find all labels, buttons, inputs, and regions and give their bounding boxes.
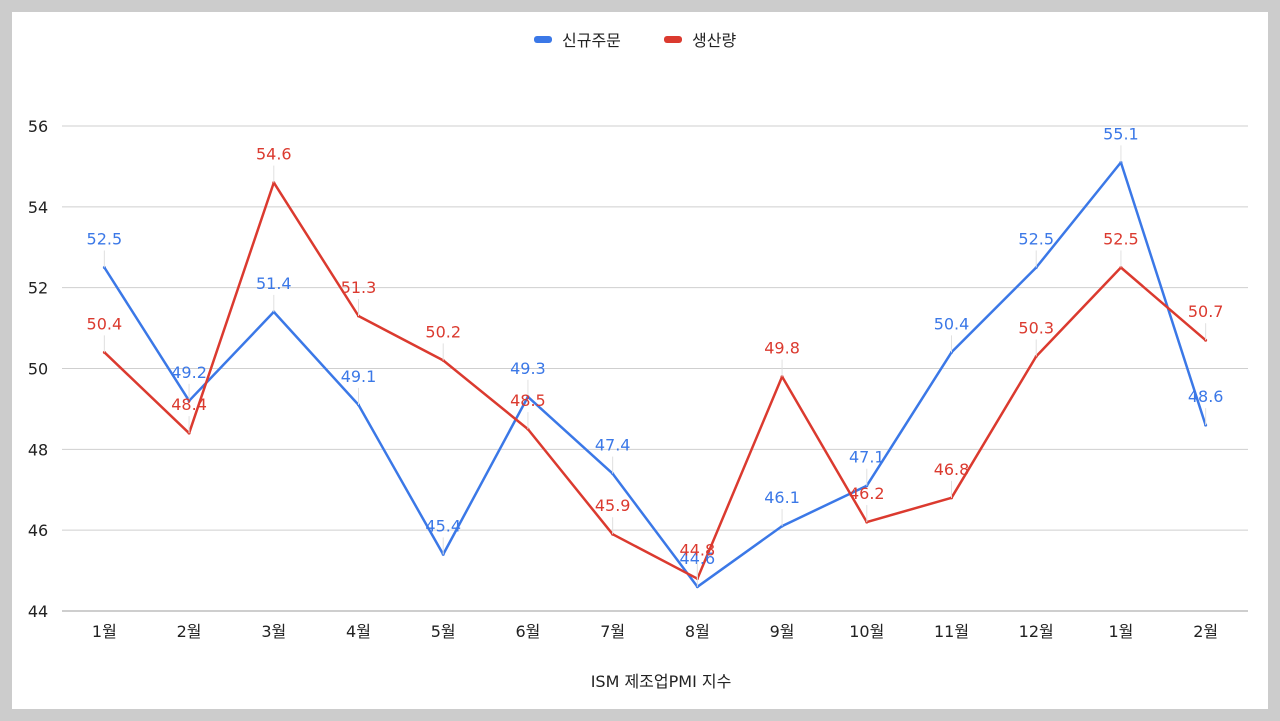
x-tick-label: 12월 (1019, 622, 1054, 641)
data-label: 50.7 (1188, 302, 1224, 321)
y-tick-label: 54 (28, 198, 48, 217)
y-tick-label: 52 (28, 279, 48, 298)
series-line (103, 161, 1207, 589)
data-label: 46.1 (764, 488, 800, 507)
x-tick-label: 9월 (770, 622, 795, 641)
data-label: 50.3 (1018, 318, 1054, 337)
y-tick-label: 44 (28, 602, 48, 621)
data-label: 44.8 (680, 541, 716, 560)
data-label: 51.3 (341, 278, 377, 297)
x-tick-label: 11월 (934, 622, 969, 641)
chart-card: 44 46 48 50 52 54 56 1월 2월 3월 4월 5월 6월 7월 8월 9월 10월 11월 1… (12, 12, 1268, 709)
x-tick-label: 4월 (346, 622, 371, 641)
x-tick-label: 2월 (177, 622, 202, 641)
y-tick-label: 50 (28, 360, 48, 379)
data-label: 45.9 (595, 496, 631, 515)
legend-swatch (534, 36, 552, 43)
legend-label: 신규주문 (562, 31, 621, 50)
data-labels: 52.5 49.2 51.4 49.1 45.4 49.3 47.4 44.6 46.1 47.1… (87, 124, 1224, 587)
x-tick-label: 1월 (92, 622, 117, 641)
x-tick-label: 3월 (261, 622, 286, 641)
data-label: 50.4 (934, 314, 970, 333)
series-line (103, 181, 1207, 580)
data-label: 48.5 (510, 391, 546, 410)
data-label: 47.4 (595, 436, 631, 455)
data-label: 49.3 (510, 359, 546, 378)
data-label: 52.5 (87, 229, 123, 248)
data-label: 52.5 (1103, 229, 1139, 248)
data-label: 47.1 (849, 448, 885, 467)
data-label: 54.6 (256, 145, 292, 164)
legend-label: 생산량 (692, 31, 736, 50)
x-tick-label: 1월 (1108, 622, 1133, 641)
y-tick-label: 56 (28, 117, 48, 136)
y-axis-ticks: 44 46 48 50 52 54 56 (28, 117, 48, 621)
x-tick-label: 7월 (600, 622, 625, 641)
data-label: 50.4 (87, 314, 123, 333)
x-tick-label: 8월 (685, 622, 710, 641)
data-label: 49.8 (764, 339, 800, 358)
legend-swatch (664, 36, 682, 43)
x-tick-label: 10월 (849, 622, 884, 641)
data-label: 49.1 (341, 367, 377, 386)
data-label: 50.2 (425, 322, 461, 341)
data-point (865, 520, 869, 524)
x-axis-ticks: 1월 2월 3월 4월 5월 6월 7월 8월 9월 10월 11월 12월 1월 2월 (92, 622, 1218, 641)
data-label: 49.2 (171, 363, 207, 382)
y-tick-label: 48 (28, 440, 48, 459)
data-label: 51.4 (256, 274, 292, 293)
data-label: 48.6 (1188, 387, 1224, 406)
data-label: 52.5 (1018, 229, 1054, 248)
data-label: 55.1 (1103, 124, 1139, 143)
series-lines (102, 160, 1208, 589)
legend: 신규주문 생산량 (534, 31, 736, 50)
y-tick-label: 46 (28, 521, 48, 540)
x-axis-title: ISM 제조업PMI 지수 (591, 672, 732, 691)
gridlines (62, 125, 1248, 612)
data-label: 45.4 (425, 516, 461, 535)
x-tick-label: 5월 (431, 622, 456, 641)
x-tick-label: 2월 (1193, 622, 1218, 641)
data-label: 46.2 (849, 484, 885, 503)
data-label: 48.4 (171, 395, 207, 414)
data-label: 46.8 (934, 460, 970, 479)
x-tick-label: 6월 (515, 622, 540, 641)
data-label: 44.6 (680, 549, 716, 568)
